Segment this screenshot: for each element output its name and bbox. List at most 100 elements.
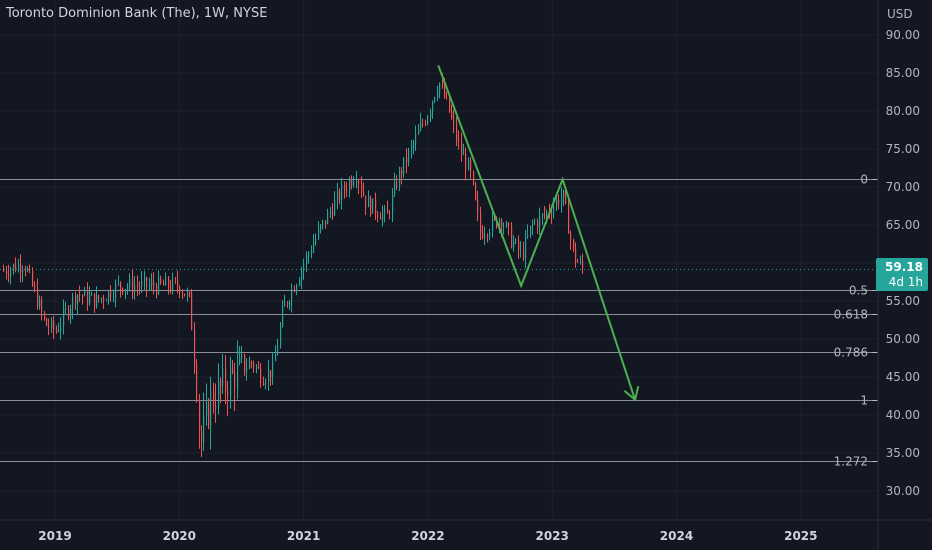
candle-body — [520, 249, 522, 251]
candle-body — [451, 111, 453, 118]
x-tick-label: 2022 — [411, 529, 444, 543]
candle-body — [465, 154, 467, 170]
candle-body — [318, 228, 320, 238]
candle — [287, 301, 289, 309]
candle-body — [413, 142, 415, 146]
candles — [3, 72, 584, 457]
candle — [294, 285, 296, 293]
candle — [282, 300, 284, 328]
candle — [234, 362, 236, 412]
candle-body — [575, 248, 577, 262]
candle-body — [210, 390, 212, 427]
candle — [191, 289, 193, 331]
candle-body — [196, 364, 198, 400]
candle — [396, 175, 398, 191]
candle-body — [511, 226, 513, 248]
projection-drawing[interactable] — [437, 65, 640, 402]
candle-body — [382, 213, 384, 220]
candle — [403, 157, 405, 178]
candle-body — [199, 399, 201, 431]
candle-body — [44, 312, 46, 319]
candle — [208, 397, 210, 430]
candle — [303, 258, 305, 280]
candle — [65, 301, 67, 316]
fib-level-label: 1 — [860, 394, 868, 408]
candle-body — [220, 380, 222, 386]
candle — [127, 282, 129, 295]
candle-body — [518, 239, 520, 251]
candle — [53, 315, 55, 340]
candle-body — [508, 223, 510, 227]
candle — [339, 188, 341, 205]
candle-body — [573, 239, 575, 249]
candle-body — [53, 320, 55, 331]
candle-body — [325, 220, 327, 224]
candle-body — [287, 302, 289, 305]
candle — [275, 345, 277, 362]
y-tick-label: 45.00 — [886, 370, 920, 384]
projection-arrowhead[interactable] — [623, 385, 640, 402]
candle — [473, 170, 475, 186]
candle — [453, 110, 455, 134]
candle — [246, 358, 248, 381]
candle-body — [227, 390, 229, 396]
candle-body — [503, 226, 505, 228]
candle-body — [303, 264, 305, 271]
candle — [556, 197, 558, 211]
candle-body — [449, 97, 451, 112]
candle — [144, 270, 146, 290]
candle-body — [308, 253, 310, 256]
candle — [256, 364, 258, 374]
candle — [392, 188, 394, 223]
candle — [492, 211, 494, 238]
candle-body — [444, 84, 446, 98]
candle-body — [525, 236, 527, 259]
candle-body — [542, 214, 544, 216]
candle-body — [232, 369, 234, 373]
candle-body — [268, 370, 270, 382]
candle-body — [91, 293, 93, 296]
candle — [156, 282, 158, 299]
candle — [353, 176, 355, 188]
y-tick-label: 65.00 — [886, 218, 920, 232]
candle — [570, 230, 572, 250]
candle — [520, 241, 522, 258]
chart-title: Toronto Dominion Bank (The), 1W, NYSE — [6, 6, 268, 21]
candle — [29, 264, 31, 274]
candle — [15, 257, 17, 273]
candle-body — [332, 211, 334, 216]
candle-body — [246, 368, 248, 373]
candle — [399, 166, 401, 192]
y-tick-label: 50.00 — [886, 332, 920, 346]
candle-body — [432, 101, 434, 112]
candle — [241, 345, 243, 364]
candle-body — [387, 208, 389, 214]
candle — [349, 176, 351, 198]
x-tick-label: 2020 — [163, 529, 196, 543]
candle-body — [403, 157, 405, 175]
candle — [8, 264, 10, 283]
fibonacci-levels[interactable]: 0 0.5 0.618 0.786 1 1.272 — [0, 173, 878, 469]
candle-body — [299, 280, 301, 286]
fib-level-label: 0.786 — [834, 346, 868, 360]
candle — [344, 181, 346, 199]
candle-body — [499, 220, 501, 227]
candle-body — [330, 211, 332, 213]
candle-body — [561, 197, 563, 205]
candle-body — [65, 308, 67, 310]
candle — [289, 299, 291, 310]
candle-body — [322, 220, 324, 226]
candle — [437, 85, 439, 101]
projection-path[interactable] — [437, 65, 637, 401]
candle-body — [361, 184, 363, 192]
candle-body — [115, 283, 117, 298]
candle — [525, 230, 527, 269]
candle — [218, 363, 220, 415]
candle — [79, 285, 81, 302]
candle-body — [344, 185, 346, 191]
candle — [160, 275, 162, 285]
candle — [244, 353, 246, 376]
candle — [203, 392, 205, 451]
candle-body — [280, 325, 282, 346]
